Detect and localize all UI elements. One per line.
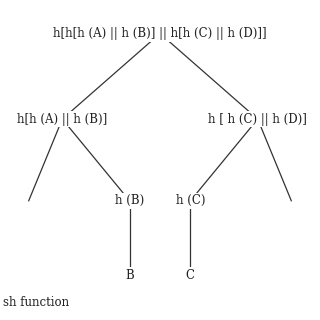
Text: h (C): h (C) [176, 195, 205, 207]
Text: h[h (A) || h (B)]: h[h (A) || h (B)] [17, 113, 108, 125]
Text: h (B): h (B) [115, 195, 144, 207]
Text: h [ h (C) || h (D)]: h [ h (C) || h (D)] [208, 113, 307, 125]
Text: C: C [186, 269, 195, 282]
Text: B: B [125, 269, 134, 282]
Text: sh function: sh function [3, 296, 69, 309]
Text: h[h[h (A) || h (B)] || h[h (C) || h (D)]]: h[h[h (A) || h (B)] || h[h (C) || h (D)]… [53, 27, 267, 40]
